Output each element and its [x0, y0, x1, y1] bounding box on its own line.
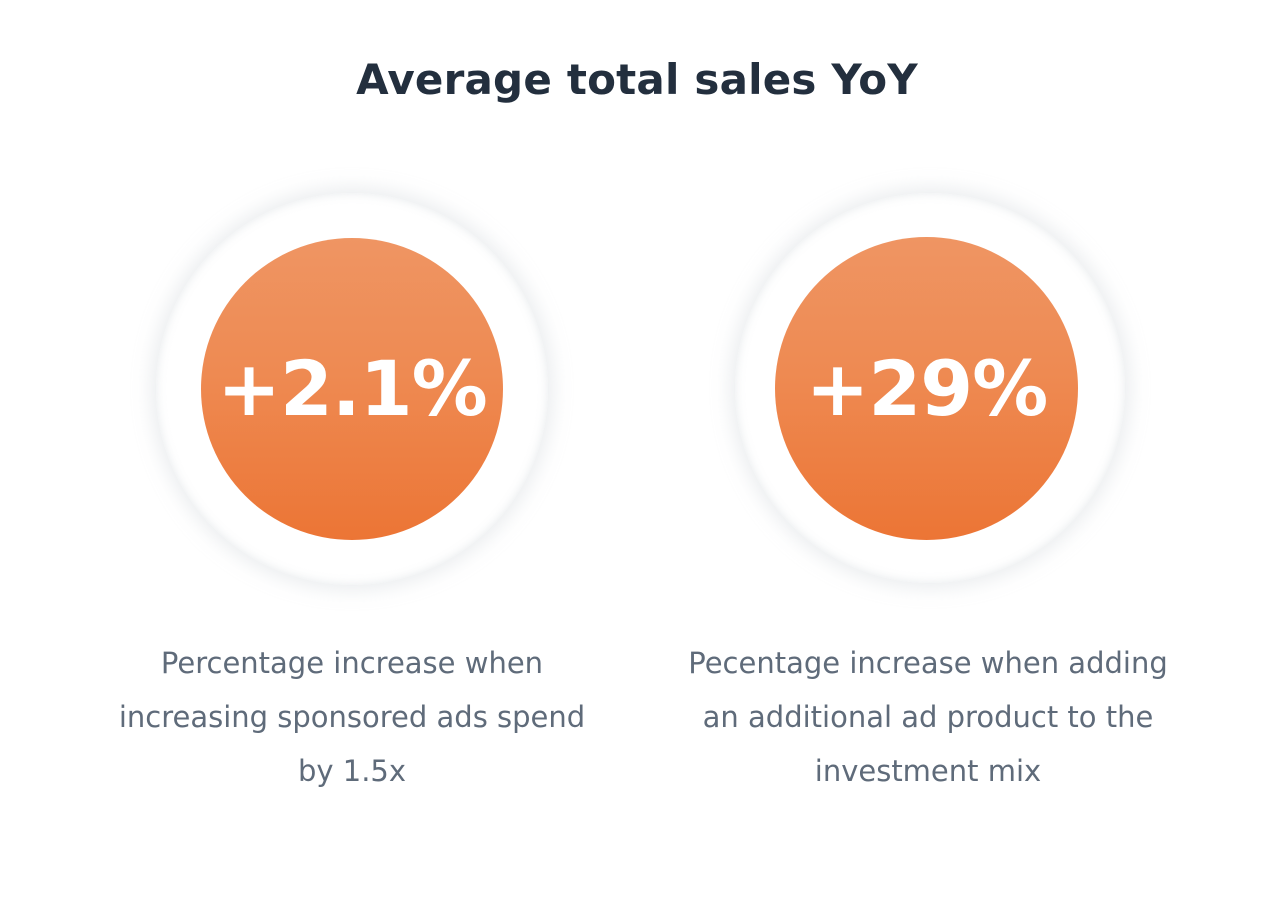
stat-value: +2.1%	[217, 344, 487, 433]
stat-circle: +29%	[775, 237, 1078, 540]
stat-ring: +2.1%	[156, 193, 548, 585]
stat-ring: +29%	[735, 193, 1125, 583]
stat-caption: Percentage increase when increasing spon…	[118, 646, 586, 788]
stat-value: +29%	[805, 343, 1049, 433]
stat-circle: +2.1%	[201, 238, 503, 540]
stat-caption: Pecentage increase when adding an additi…	[688, 646, 1168, 788]
page-title: Average total sales YoY	[356, 55, 918, 104]
